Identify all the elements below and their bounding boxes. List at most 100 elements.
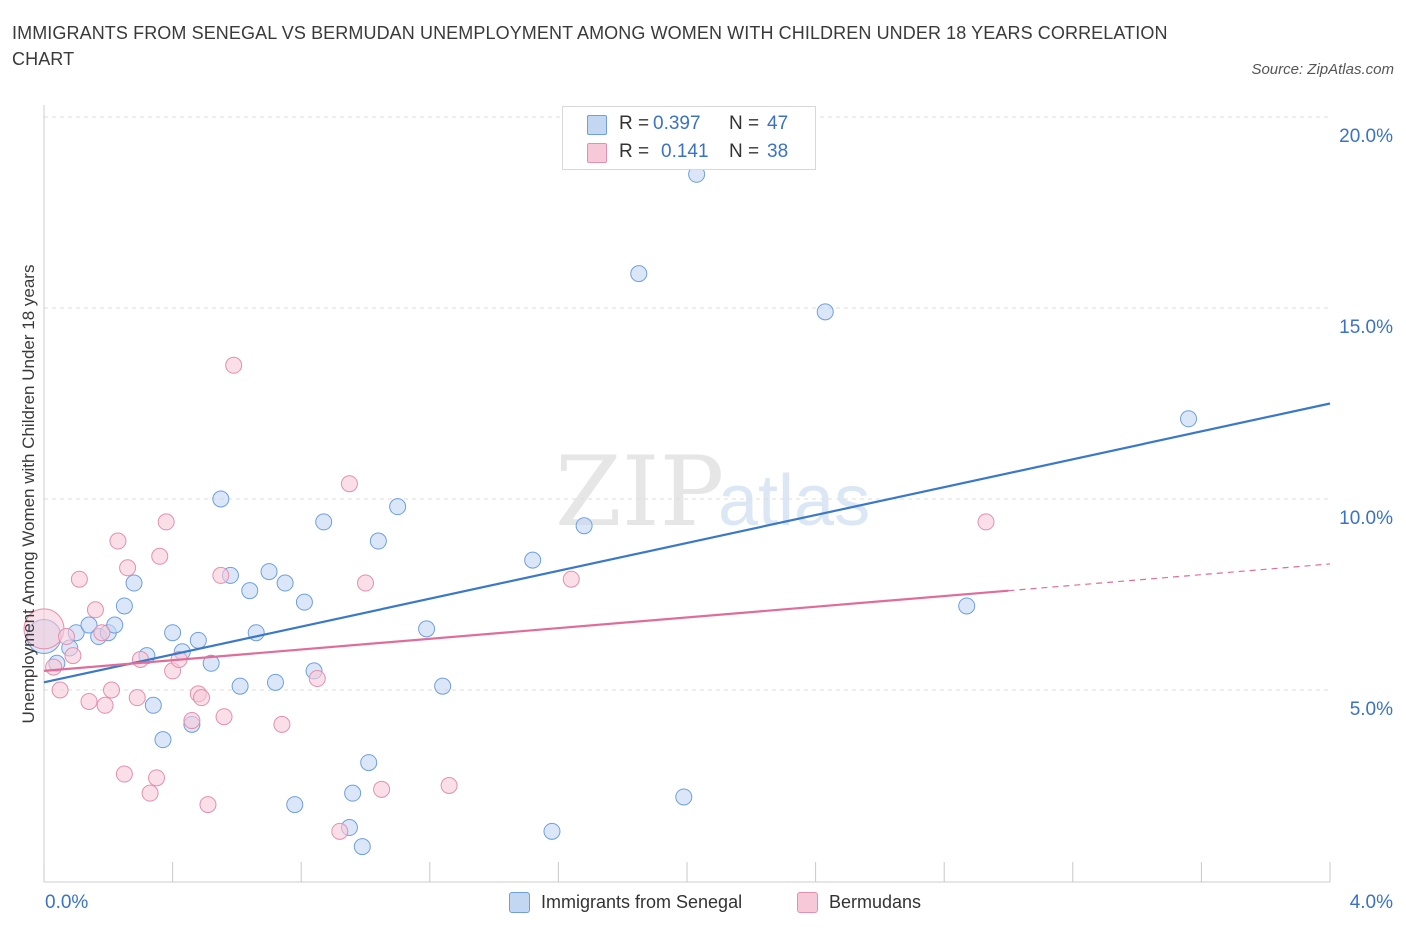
- trend-line-bermudans: [43, 589, 1009, 672]
- source-label: Source: ZipAtlas.com: [1251, 61, 1394, 78]
- point-bermudans: [562, 570, 580, 588]
- point-bermudans: [128, 689, 146, 707]
- point-senegal: [389, 498, 407, 516]
- legend-swatch-bermudans: [797, 892, 818, 913]
- point-senegal: [154, 731, 172, 749]
- point-bermudans: [340, 475, 358, 493]
- point-senegal: [524, 551, 542, 569]
- point-bermudans: [212, 566, 230, 584]
- point-senegal: [125, 574, 143, 592]
- point-senegal: [276, 574, 294, 592]
- point-senegal: [344, 784, 362, 802]
- chart-title-line2: CHART: [12, 49, 75, 69]
- point-bermudans: [157, 513, 175, 531]
- point-senegal: [212, 490, 230, 508]
- trend-line-bermudans-extension: [1008, 563, 1331, 592]
- point-senegal: [241, 582, 259, 600]
- x-tick-label: 4.0%: [1350, 892, 1393, 913]
- legend-swatch-bermudans: [587, 143, 607, 163]
- r-value: 0.141: [661, 141, 709, 162]
- point-bermudans: [308, 670, 326, 688]
- point-bermudans: [80, 692, 98, 710]
- point-senegal: [958, 597, 976, 615]
- legend-swatch-senegal: [509, 892, 530, 913]
- point-senegal: [231, 677, 249, 695]
- point-bermudans: [183, 712, 201, 730]
- n-value: 38: [767, 141, 789, 162]
- point-bermudans: [103, 681, 121, 699]
- point-senegal: [106, 616, 124, 634]
- watermark-atlas: atlas: [718, 461, 870, 541]
- point-bermudans: [199, 796, 217, 814]
- y-tick-label: 15.0%: [1339, 317, 1393, 338]
- axis-labels: 5.0% 10.0% 15.0% 20.0% 0.0% 4.0% Unemployment …: [19, 126, 1393, 913]
- point-senegal: [630, 265, 648, 283]
- chart-title: IMMIGRANTS FROM SENEGAL VS BERMUDAN UNEM…: [12, 20, 1212, 72]
- point-senegal: [434, 677, 452, 695]
- series-bermudans-points: [23, 356, 995, 840]
- point-bermudans: [977, 513, 995, 531]
- point-bermudans: [440, 777, 458, 794]
- point-senegal: [353, 838, 371, 856]
- y-tick-label: 5.0%: [1350, 699, 1393, 720]
- point-senegal: [164, 624, 182, 642]
- y-tick-label: 10.0%: [1339, 508, 1393, 529]
- r-label: R =: [619, 113, 650, 134]
- point-senegal: [202, 654, 220, 672]
- r-label: R =: [619, 141, 650, 162]
- legend-label-bermudans: Bermudans: [829, 892, 922, 912]
- point-senegal: [315, 513, 333, 531]
- point-bermudans: [70, 570, 88, 588]
- point-senegal: [266, 673, 284, 691]
- point-bermudans: [119, 559, 137, 577]
- point-bermudans: [45, 658, 63, 676]
- point-senegal: [360, 754, 378, 772]
- legend-label-senegal: Immigrants from Senegal: [541, 892, 743, 912]
- point-senegal: [144, 696, 162, 714]
- point-bermudans: [115, 765, 133, 783]
- point-bermudans: [357, 574, 374, 592]
- y-axis-title: Unemployment Among Women with Children U…: [19, 265, 38, 724]
- series-legend: Immigrants from Senegal Bermudans: [0, 890, 1406, 914]
- point-bermudans: [151, 547, 169, 565]
- point-bermudans: [58, 628, 76, 646]
- n-label: N =: [729, 141, 760, 162]
- gridlines: [44, 116, 1330, 691]
- point-bermudans: [109, 532, 127, 550]
- point-senegal: [286, 796, 304, 814]
- point-senegal: [543, 822, 561, 840]
- point-bermudans: [225, 356, 243, 374]
- point-senegal: [369, 532, 387, 550]
- point-bermudans: [273, 715, 291, 733]
- point-senegal: [295, 593, 313, 611]
- y-tick-label: 20.0%: [1339, 126, 1393, 147]
- stats-legend: R = 0.397 N = 47 R = 0.141 N = 38: [562, 106, 816, 170]
- x-tick-label: 0.0%: [45, 892, 88, 913]
- n-label: N =: [729, 113, 760, 134]
- r-value: 0.397: [653, 113, 701, 134]
- trend-lines: [43, 402, 1331, 684]
- legend-swatch-senegal: [587, 115, 607, 135]
- point-senegal: [1180, 410, 1198, 428]
- watermark: ZIP atlas: [555, 436, 870, 548]
- point-senegal: [816, 303, 834, 321]
- point-senegal: [575, 517, 593, 535]
- axes: [43, 105, 1331, 883]
- point-senegal: [115, 597, 133, 615]
- point-bermudans: [64, 647, 82, 665]
- point-senegal: [189, 631, 207, 649]
- n-value: 47: [767, 113, 789, 134]
- chart-title-line1: IMMIGRANTS FROM SENEGAL VS BERMUDAN UNEM…: [12, 23, 1168, 43]
- point-bermudans: [373, 780, 391, 798]
- data-points: [23, 165, 1198, 856]
- point-bermudans: [193, 689, 211, 707]
- point-bermudans: [86, 601, 104, 619]
- point-senegal: [418, 620, 436, 638]
- point-bermudans: [215, 708, 233, 726]
- point-senegal: [260, 563, 278, 581]
- point-bermudans: [331, 822, 349, 840]
- point-bermudans: [141, 784, 159, 802]
- trend-line-senegal: [43, 402, 1331, 684]
- point-bermudans: [51, 681, 69, 699]
